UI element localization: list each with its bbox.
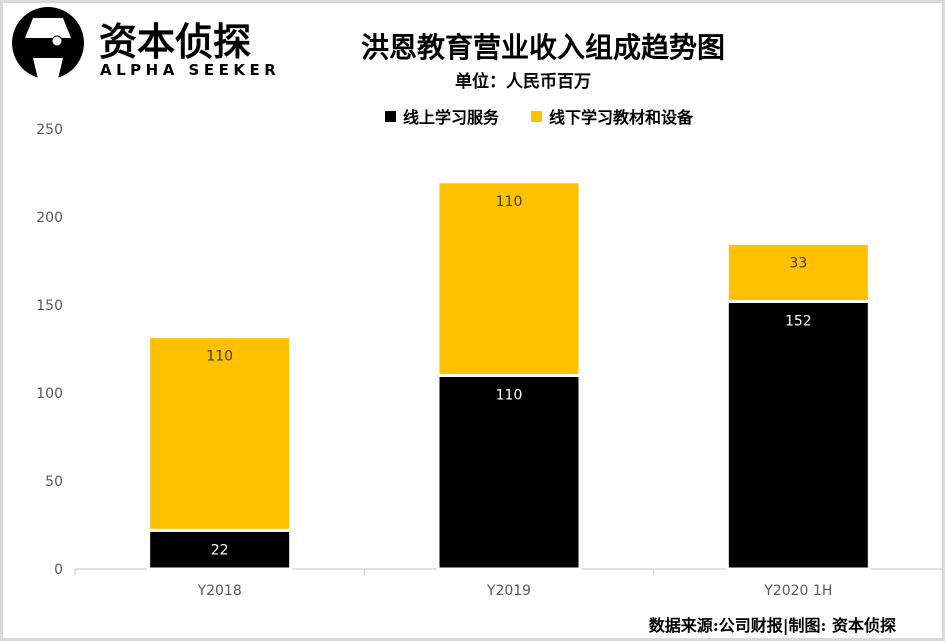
data-label: 22: [211, 542, 229, 558]
x-tick-label: Y2019: [486, 583, 531, 599]
chart-subtitle: 单位：人民币百万: [455, 71, 591, 92]
data-label: 110: [496, 387, 523, 403]
data-label: 33: [789, 255, 807, 271]
bar-segment: [436, 180, 582, 377]
chart-title: 洪恩教育营业收入组成趋势图: [361, 31, 725, 64]
logo: 资本侦探 ALPHA SEEKER: [12, 7, 280, 79]
chart: 资本侦探 ALPHA SEEKER 洪恩教育营业收入组成趋势图 单位：人民币百万…: [12, 7, 942, 635]
bar-segment: [436, 373, 582, 571]
x-tick-label: Y2020 1H: [763, 583, 832, 599]
logo-text-en: ALPHA SEEKER: [100, 61, 280, 79]
logo-detective-icon: [12, 7, 84, 79]
data-label: 152: [785, 313, 812, 329]
data-label: 110: [206, 349, 233, 365]
y-tick-label: 100: [36, 386, 63, 402]
bar-segment: [725, 241, 871, 303]
legend-swatch-online: [385, 111, 396, 122]
y-tick-label: 250: [36, 122, 63, 138]
y-tick-label: 200: [36, 210, 63, 226]
bar-segment: [147, 335, 293, 532]
data-label: 110: [496, 194, 523, 210]
legend: 线上学习服务 线下学习教材和设备: [385, 108, 694, 127]
legend-label-online: 线上学习服务: [403, 108, 500, 127]
y-tick-label: 0: [54, 562, 63, 578]
legend-label-offline: 线下学习教材和设备: [549, 108, 694, 127]
x-tick-label: Y2018: [197, 583, 242, 599]
bar-segment: [725, 299, 871, 571]
logo-text-cn: 资本侦探: [99, 20, 251, 64]
y-tick-label: 50: [45, 474, 63, 490]
bar-segment: [147, 528, 293, 571]
legend-swatch-offline: [531, 111, 542, 122]
y-tick-label: 150: [36, 298, 63, 314]
source-footer: 数据来源:公司财报|制图: 资本侦探: [649, 616, 896, 635]
